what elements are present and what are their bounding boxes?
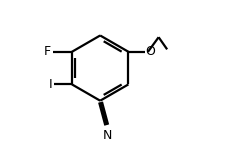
Text: O: O (145, 45, 155, 58)
Text: I: I (49, 78, 52, 91)
Text: N: N (102, 129, 112, 142)
Text: F: F (44, 45, 51, 58)
